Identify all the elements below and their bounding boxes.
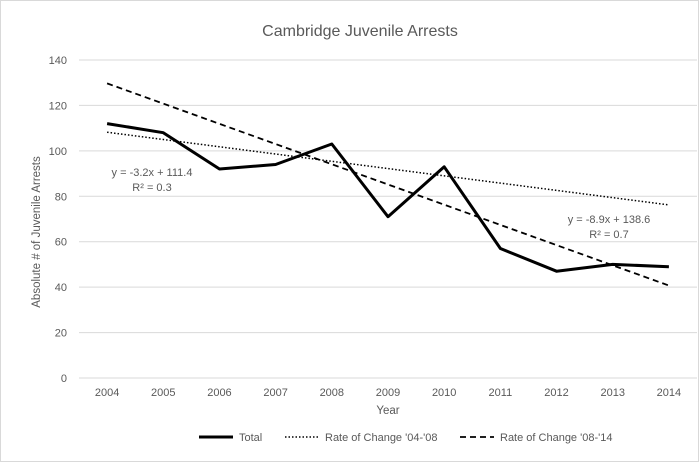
y-axis-ticks: 0 20 40 60 80 100 120 140 <box>49 55 67 385</box>
y-tick-label-40: 40 <box>55 282 67 294</box>
y-tick-label-60: 60 <box>55 237 67 249</box>
x-tick-label-2004: 2004 <box>95 387 119 399</box>
x-tick-label-2014: 2014 <box>657 387 681 399</box>
legend-label-rate-08-14: Rate of Change '08-'14 <box>500 432 612 444</box>
x-tick-label-2009: 2009 <box>376 387 400 399</box>
y-tick-label-140: 140 <box>49 55 67 67</box>
y-axis-title: Absolute # of Juvenile Arrests <box>31 156 43 308</box>
legend: Total Rate of Change '04-'08 Rate of Cha… <box>199 432 612 444</box>
series-line-total <box>106 122 669 273</box>
trend-r2-08-14: R² = 0.7 <box>589 229 628 241</box>
legend-label-rate-04-08: Rate of Change '04-'08 <box>325 432 437 444</box>
trend-r2-04-08: R² = 0.3 <box>132 182 171 194</box>
series-lines <box>106 82 670 287</box>
x-tick-label-2013: 2013 <box>600 387 624 399</box>
x-axis-title: Year <box>376 405 399 417</box>
y-tick-label-20: 20 <box>55 328 67 340</box>
x-tick-label-2010: 2010 <box>432 387 456 399</box>
trend-equation-08-14: y = -8.9x + 138.6 <box>568 214 651 226</box>
x-tick-label-2006: 2006 <box>207 387 231 399</box>
x-tick-label-2008: 2008 <box>320 387 344 399</box>
y-tick-label-120: 120 <box>49 100 67 112</box>
trend-equation-04-08: y = -3.2x + 111.4 <box>112 167 193 179</box>
chart-title: Cambridge Juvenile Arrests <box>262 23 458 40</box>
x-tick-label-2011: 2011 <box>489 387 513 399</box>
x-tick-label-2012: 2012 <box>544 387 568 399</box>
y-tick-label-100: 100 <box>49 146 67 158</box>
y-tick-label-80: 80 <box>55 191 67 203</box>
y-tick-label-0: 0 <box>61 373 67 385</box>
x-tick-label-2005: 2005 <box>151 387 175 399</box>
x-tick-label-2007: 2007 <box>263 387 287 399</box>
x-axis-ticks: 2004 2005 2006 2007 2008 2009 2010 2011 2012 2013… <box>95 387 681 399</box>
gridlines <box>79 59 697 379</box>
legend-label-total: Total <box>239 432 262 444</box>
